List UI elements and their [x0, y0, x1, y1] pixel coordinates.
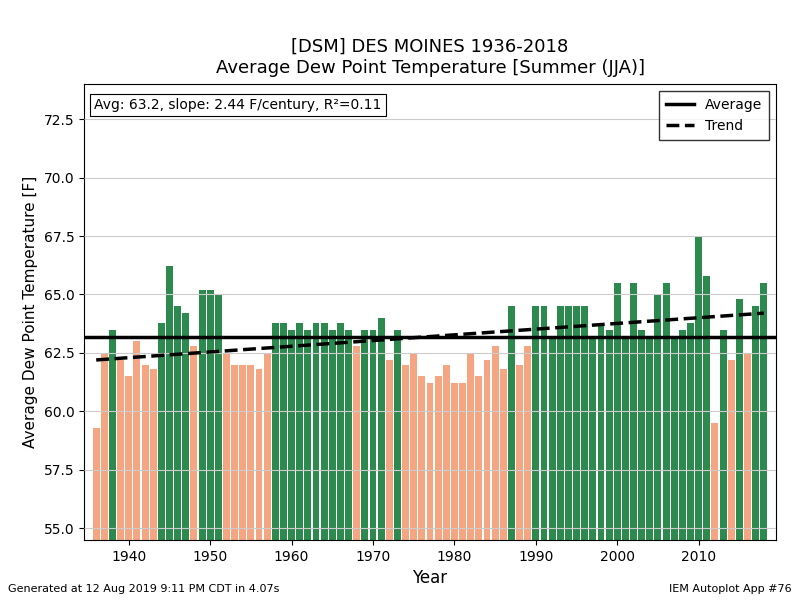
Bar: [622, 337, 629, 540]
Bar: [142, 365, 149, 540]
Bar: [475, 376, 482, 540]
Bar: [150, 369, 157, 540]
Bar: [410, 353, 417, 540]
Bar: [337, 323, 344, 540]
Bar: [402, 365, 409, 540]
Bar: [378, 318, 385, 540]
Bar: [231, 365, 238, 540]
Bar: [760, 283, 767, 540]
Bar: [370, 329, 377, 540]
Bar: [93, 428, 100, 540]
Bar: [288, 329, 295, 540]
Bar: [451, 383, 458, 540]
Bar: [508, 306, 515, 540]
Bar: [524, 346, 531, 540]
Bar: [182, 313, 190, 540]
Bar: [158, 323, 165, 540]
Bar: [541, 306, 547, 540]
X-axis label: Year: Year: [413, 569, 447, 587]
Y-axis label: Average Dew Point Temperature [F]: Average Dew Point Temperature [F]: [23, 176, 38, 448]
Bar: [126, 376, 132, 540]
Bar: [614, 283, 621, 540]
Bar: [223, 353, 230, 540]
Bar: [573, 306, 580, 540]
Bar: [679, 329, 686, 540]
Bar: [198, 290, 206, 540]
Legend: Average, Trend: Average, Trend: [659, 91, 769, 140]
Bar: [606, 329, 613, 540]
Bar: [247, 365, 254, 540]
Bar: [386, 360, 393, 540]
Bar: [646, 337, 654, 540]
Bar: [272, 323, 278, 540]
Bar: [516, 365, 523, 540]
Bar: [687, 323, 694, 540]
Bar: [720, 329, 726, 540]
Bar: [703, 276, 710, 540]
Bar: [394, 329, 401, 540]
Bar: [239, 365, 246, 540]
Bar: [264, 353, 270, 540]
Bar: [630, 283, 637, 540]
Bar: [557, 306, 564, 540]
Bar: [101, 353, 108, 540]
Bar: [590, 337, 596, 540]
Bar: [190, 346, 198, 540]
Bar: [654, 295, 662, 540]
Bar: [711, 423, 718, 540]
Text: Generated at 12 Aug 2019 9:11 PM CDT in 4.07s: Generated at 12 Aug 2019 9:11 PM CDT in …: [8, 584, 279, 594]
Text: Avg: 63.2, slope: 2.44 F/century, R²=0.11: Avg: 63.2, slope: 2.44 F/century, R²=0.1…: [94, 98, 382, 112]
Bar: [598, 323, 605, 540]
Bar: [492, 346, 498, 540]
Bar: [434, 376, 442, 540]
Bar: [418, 376, 426, 540]
Bar: [215, 295, 222, 540]
Bar: [313, 323, 319, 540]
Bar: [354, 346, 360, 540]
Bar: [744, 353, 751, 540]
Bar: [174, 306, 181, 540]
Bar: [483, 360, 490, 540]
Bar: [255, 369, 262, 540]
Bar: [362, 329, 368, 540]
Bar: [500, 369, 506, 540]
Bar: [670, 337, 678, 540]
Bar: [426, 383, 434, 540]
Bar: [305, 329, 311, 540]
Bar: [752, 306, 759, 540]
Bar: [280, 323, 287, 540]
Bar: [166, 266, 173, 540]
Bar: [459, 383, 466, 540]
Bar: [443, 365, 450, 540]
Bar: [662, 283, 670, 540]
Bar: [582, 306, 588, 540]
Bar: [736, 299, 743, 540]
Bar: [321, 323, 328, 540]
Bar: [117, 360, 124, 540]
Bar: [638, 329, 645, 540]
Title: [DSM] DES MOINES 1936-2018
Average Dew Point Temperature [Summer (JJA)]: [DSM] DES MOINES 1936-2018 Average Dew P…: [215, 38, 645, 77]
Bar: [345, 329, 352, 540]
Bar: [109, 329, 116, 540]
Bar: [296, 323, 303, 540]
Bar: [549, 337, 555, 540]
Bar: [329, 329, 336, 540]
Bar: [134, 341, 140, 540]
Bar: [532, 306, 539, 540]
Bar: [695, 236, 702, 540]
Bar: [206, 290, 214, 540]
Text: IEM Autoplot App #76: IEM Autoplot App #76: [670, 584, 792, 594]
Bar: [728, 360, 734, 540]
Bar: [467, 353, 474, 540]
Bar: [565, 306, 572, 540]
